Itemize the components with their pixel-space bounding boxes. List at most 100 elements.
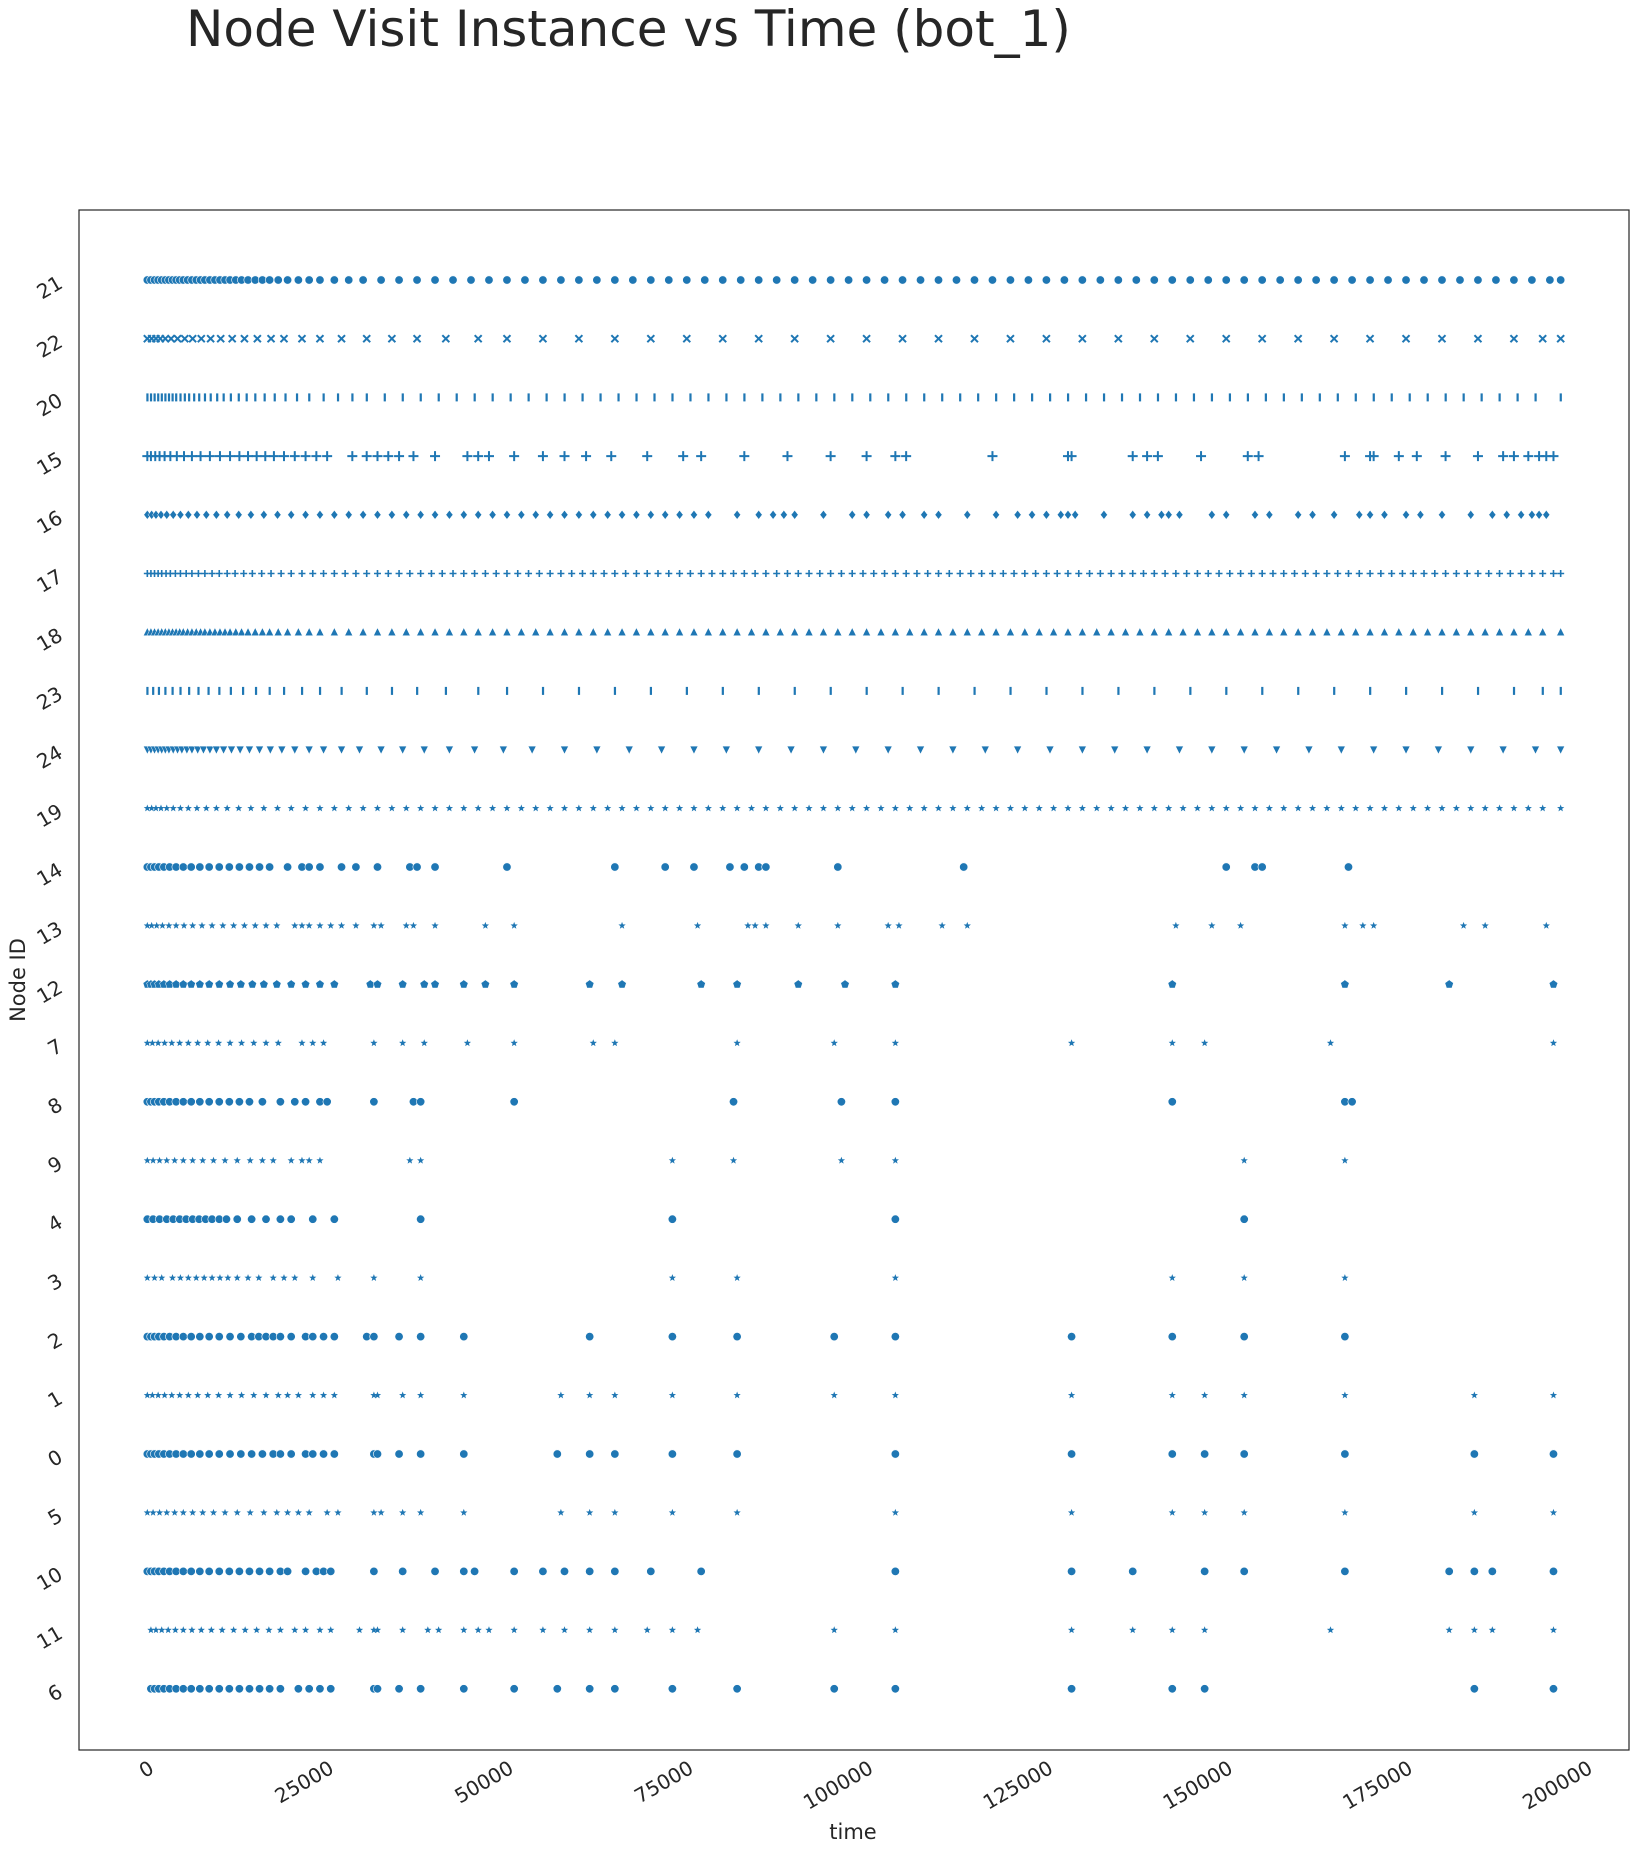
data-point [754,509,763,520]
data-point [316,921,324,929]
data-point [848,804,856,812]
data-point [255,1684,265,1694]
y-tick-label: 23 [32,681,66,715]
data-point [351,393,354,402]
data-point [168,1039,176,1047]
data-point [1351,627,1361,636]
x-tick-label: 125000 [979,1756,1057,1815]
data-point [376,745,386,755]
data-point [786,745,796,755]
data-point [589,509,598,520]
data-point [510,1626,518,1634]
data-point [243,627,253,636]
data-point [1183,570,1191,577]
data-point [1240,1391,1248,1399]
data-point [586,1508,594,1516]
data-point [991,627,1001,636]
data-point [160,393,163,402]
data-point [1480,627,1490,636]
data-point [635,393,638,402]
data-point [1469,1449,1479,1459]
data-point [1143,509,1151,520]
data-point [1250,627,1260,636]
data-point [1200,1449,1210,1459]
data-point [163,804,171,812]
data-point [531,509,540,520]
data-point [172,921,180,929]
data-point [273,509,282,520]
data-point [546,570,554,577]
data-point [978,570,986,577]
data-point [194,570,202,577]
data-point [1189,686,1192,695]
data-point [383,451,394,462]
data-point [399,1626,407,1634]
data-point [417,1508,425,1516]
data-point [840,979,850,989]
data-point [258,570,266,577]
data-point [592,745,602,755]
data-point [1207,627,1217,636]
data-point [162,509,171,520]
data-point [1469,1566,1479,1576]
data-point [887,393,890,402]
data-point [1340,979,1350,989]
data-point [278,451,289,462]
data-point [617,627,627,636]
data-point [235,804,243,812]
data-point [653,393,656,402]
data-point [294,1508,302,1516]
data-point [527,393,530,402]
data-point [152,686,155,695]
data-point [444,686,448,695]
data-point [527,745,537,755]
data-point [667,1332,677,1342]
data-point [1340,1566,1350,1576]
data-point [293,627,303,636]
data-point [372,1684,382,1694]
data-point [1009,686,1012,695]
data-point [592,275,602,285]
data-point [1311,275,1321,285]
data-point [287,570,295,577]
data-point [308,393,311,402]
data-point [152,804,160,812]
data-point [1078,804,1086,812]
data-point [394,1684,404,1694]
data-point [1488,509,1497,520]
data-point [240,570,248,577]
data-point [448,275,458,285]
data-point [234,1684,244,1694]
data-point [1440,686,1444,695]
data-point [157,804,165,812]
data-point [188,570,196,577]
data-point [938,921,946,929]
data-point [1444,1566,1454,1576]
data-point [470,1566,480,1576]
data-point [383,393,386,402]
data-point [859,570,867,577]
data-point [315,334,325,343]
data-point [959,393,962,402]
data-point [463,1039,472,1047]
data-point [538,1566,548,1576]
data-point [369,1097,379,1107]
data-point [148,804,156,812]
data-point [1200,1566,1210,1576]
data-point [186,451,197,462]
data-point [195,1449,205,1459]
data-point [676,570,684,577]
data-point [1337,804,1345,812]
data-point [308,1449,318,1459]
data-point [160,1039,169,1047]
data-point [525,570,533,577]
data-point [427,570,435,577]
data-point [532,804,540,812]
data-point [305,1156,313,1164]
data-point [316,804,324,812]
data-point [178,1097,188,1107]
data-point [1149,275,1159,285]
data-point [531,627,541,636]
data-point [696,979,706,989]
data-point [1261,686,1264,695]
